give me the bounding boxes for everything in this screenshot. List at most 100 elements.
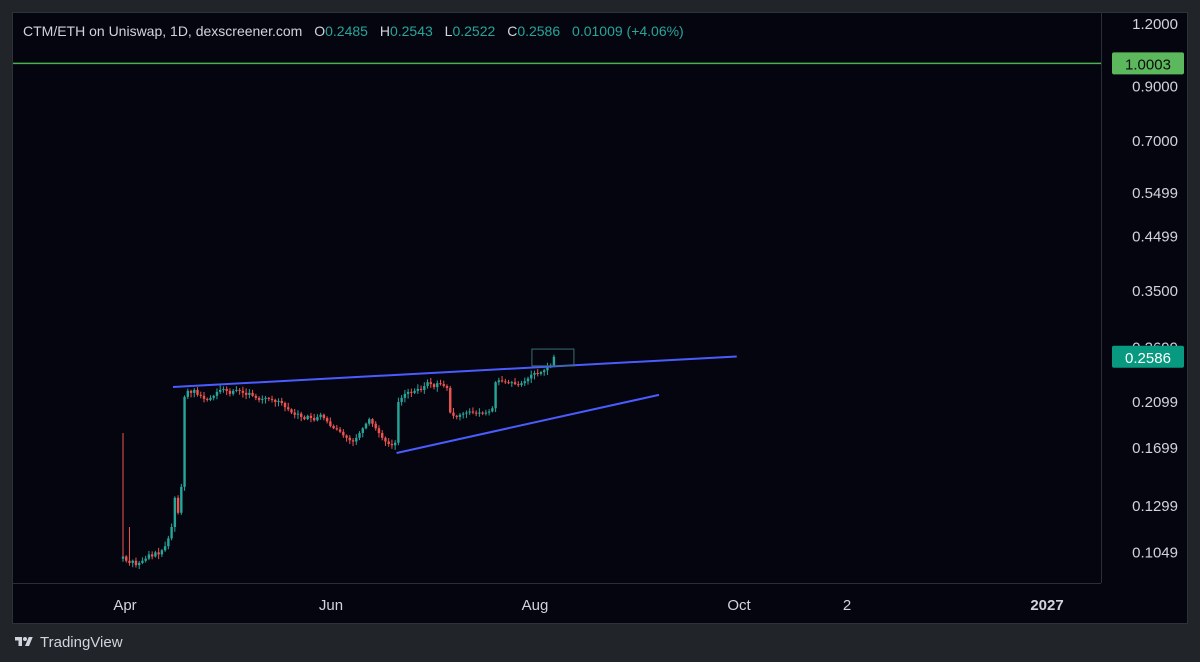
time-scale-canvas: Apr Jun Aug Oct 2 2027 [113,597,1063,614]
candle-body [134,560,138,566]
candle-body [248,392,251,395]
candle-body [264,397,267,399]
legend-close-value: 0.2586 [517,23,561,39]
candle-body [348,437,351,441]
candle-body [163,546,167,551]
candle-body [462,413,465,415]
candle-body [238,389,241,391]
candle-body [196,389,199,395]
level-price-label-bg [1112,52,1184,75]
price-scale-canvas: 1.2000 0.9000 0.7000 0.5499 0.4499 0.3500 0.20… [1112,16,1184,562]
candle-body [170,527,173,539]
candle-body [209,397,212,400]
legend-open-key: O [314,23,326,39]
candle-body [332,425,335,429]
candle-body [510,382,513,384]
candle-body [416,388,420,391]
candle-body [231,390,235,394]
level-price-label: 1.0003 [1125,56,1171,73]
candle-body [500,380,504,382]
candle-body [449,387,452,413]
legend-open-value: 0.2485 [325,23,368,39]
candle-body [131,560,134,563]
candle-body [283,402,287,408]
candle-body [160,550,164,555]
candle-body [225,388,228,391]
legend-low-value: 0.2522 [452,23,496,39]
candle-body [507,382,510,384]
candle-body [189,390,193,393]
candle-body [267,397,270,399]
candle-body [552,356,556,366]
candle-body [125,556,128,561]
candle-body [241,390,245,393]
price-tick-label: 0.5499 [1132,185,1178,202]
candle-body [193,389,196,393]
legend-symbol: CTM/ETH on Uniswap, 1D, dexscreener.com [23,23,303,39]
candle-body [484,412,488,414]
candle-body [478,412,481,414]
price-tick-label: 0.2099 [1132,394,1178,411]
candle-body [368,419,371,424]
candle-body [487,411,491,413]
candle-body [458,414,462,417]
candle-body [536,372,539,374]
candle-body [274,399,277,402]
candle-body [358,433,361,438]
candle-body [361,428,364,434]
price-tick-label: 0.4499 [1132,229,1178,246]
candle-body [410,391,413,393]
candle-body [309,415,313,419]
candle-body [300,413,303,417]
price-scale[interactable]: 1.2000 0.9000 0.7000 0.5499 0.4499 0.3500 0.20… [1101,13,1188,583]
branding-footer[interactable]: TradingView [12,630,123,654]
candle-body [436,383,439,387]
price-tick-label: 0.1299 [1132,498,1178,515]
candle-body [465,412,468,414]
candle-body [423,386,426,390]
candle-body [257,397,261,400]
candle-body [513,382,517,385]
legend: CTM/ETH on Uniswap, 1D, dexscreener.com … [23,23,684,39]
candle-body [452,412,455,416]
candle-body [121,556,125,559]
tradingview-logo-icon [15,637,33,646]
candle-body [287,407,290,410]
time-tick-label: 2027 [1030,597,1063,614]
candle-body [523,381,526,384]
candle-body [319,414,322,417]
candle-body [228,390,232,394]
candle-body [342,431,345,436]
candle-body [543,370,546,373]
candle-body [533,372,536,375]
plot-area[interactable]: CTM/ETH on Uniswap, 1D, dexscreener.com … [13,13,1101,583]
candle-body [254,395,258,398]
candle-body [381,433,384,438]
time-scale[interactable]: Apr Jun Aug Oct 2 2027 [13,583,1101,624]
time-tick-label: Jun [319,597,343,614]
candle-body [206,398,209,400]
candle-body [270,398,274,400]
candle-body [306,415,309,420]
brand-name: TradingView [40,633,123,651]
candle-body [445,386,449,388]
candle-body [455,415,458,417]
candle-body [374,423,377,429]
candle-body [215,391,219,396]
candle-body [150,554,154,557]
time-tick-label: Aug [522,597,549,614]
candle-body [403,393,407,398]
candle-body [176,497,180,513]
candle-body [144,558,147,561]
candle-body [413,390,416,393]
candle-body [377,428,381,434]
candle-body [390,444,394,446]
candle-body [261,398,264,400]
candle-body [251,392,254,396]
candle-body [439,383,442,385]
candle-body [426,382,429,387]
candle-body [128,560,131,563]
candle-body [173,497,177,528]
candle-body [442,384,445,387]
chart-canvas[interactable] [13,13,1101,583]
